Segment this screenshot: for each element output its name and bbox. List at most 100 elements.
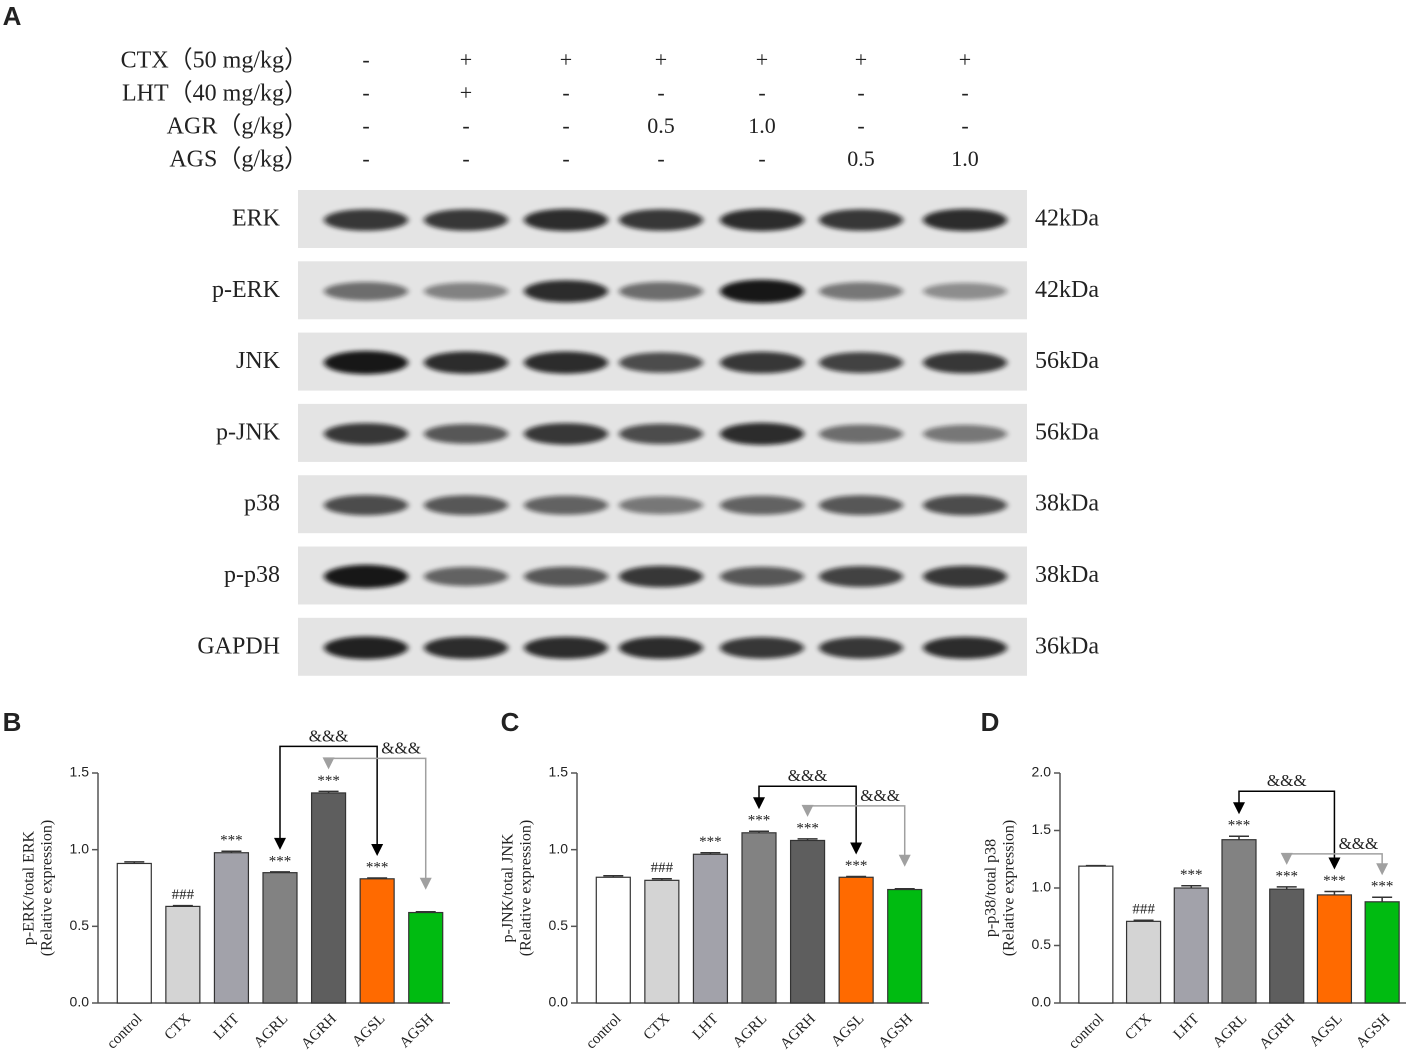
treatment-value: + — [460, 80, 472, 105]
y-tick-label: 0.0 — [1032, 994, 1052, 1010]
error-bar — [700, 851, 721, 855]
error-bar — [172, 904, 193, 907]
size-label: 38kDa — [1035, 562, 1099, 588]
blot-band — [424, 566, 508, 587]
significance-mark: *** — [845, 858, 868, 874]
size-label: 42kDa — [1035, 277, 1099, 303]
blot-band — [524, 351, 608, 374]
significance-mark: ### — [651, 860, 674, 876]
blot-band — [819, 282, 903, 301]
blot-band — [923, 495, 1007, 516]
y-tick-label: 1.0 — [70, 840, 90, 856]
treatment-value: - — [961, 80, 968, 105]
blot-band — [524, 495, 608, 515]
blot-band — [720, 422, 804, 445]
comparison-arrow — [371, 844, 384, 857]
treatment-value: 1.0 — [748, 113, 776, 138]
blot-band — [619, 209, 703, 231]
comparison-bracket — [758, 785, 857, 845]
treatment-value: 0.5 — [647, 113, 675, 138]
x-tick-label: AGSH — [1353, 1011, 1393, 1051]
treatment-label: LHT（40 mg/kg） — [122, 81, 308, 107]
bar — [262, 872, 298, 1004]
blot-band — [524, 208, 608, 232]
bar — [1173, 887, 1209, 1004]
comparison-label: &&& — [788, 766, 828, 785]
blot-band — [524, 566, 608, 587]
y-tick-label: 0.0 — [70, 994, 90, 1010]
significance-mark: *** — [220, 833, 243, 849]
blot-band — [923, 565, 1007, 588]
size-label: 56kDa — [1035, 419, 1099, 445]
treatment-value: + — [655, 47, 667, 72]
y-axis-label: p-ERK/total ERK — [21, 830, 38, 945]
error-bar — [1372, 896, 1393, 902]
error-bar — [318, 790, 339, 793]
bar — [213, 852, 250, 1004]
error-bar — [603, 874, 624, 878]
blot-band — [324, 495, 408, 516]
x-tick-label: LHT — [211, 1011, 243, 1043]
y-tick-label: 1.5 — [549, 764, 569, 780]
bar — [165, 905, 201, 1004]
bar — [887, 888, 923, 1004]
blot-band — [324, 209, 408, 231]
x-tick-label: AGSL — [828, 1011, 867, 1050]
blot-band — [819, 352, 903, 374]
y-axis-label-sub: (Relative expression) — [1001, 820, 1018, 956]
treatment-value: - — [362, 47, 369, 72]
significance-mark: ### — [172, 887, 195, 903]
treatment-label: CTX（50 mg/kg） — [121, 48, 308, 74]
treatment-value: - — [758, 80, 765, 105]
error-bar — [124, 861, 145, 864]
comparison-arrow — [850, 842, 863, 855]
blot-band — [424, 424, 508, 444]
treatment-label: AGS（g/kg） — [169, 147, 308, 173]
blot-band — [424, 282, 508, 300]
error-bar — [1229, 835, 1249, 840]
significance-mark: *** — [699, 834, 722, 850]
bar — [789, 839, 826, 1004]
error-bar — [1324, 890, 1345, 895]
blot-band — [923, 424, 1007, 443]
blot-band — [923, 351, 1007, 374]
x-tick-label: AGRL — [730, 1011, 770, 1051]
x-tick-label: AGSH — [876, 1011, 916, 1051]
y-axis-label: p-JNK/total JNK — [500, 833, 517, 942]
treatment-value: - — [562, 80, 569, 105]
treatment-value: - — [961, 113, 968, 138]
bar — [116, 862, 152, 1004]
error-bar — [1276, 886, 1297, 890]
treatment-value: + — [460, 47, 472, 72]
blot-band — [424, 495, 508, 516]
significance-mark: *** — [748, 813, 771, 829]
x-tick-label: AGRL — [251, 1011, 291, 1051]
treatment-value: - — [462, 146, 469, 171]
blot-band — [424, 636, 508, 659]
x-tick-label: control — [1066, 1011, 1107, 1052]
y-tick-label: 1.5 — [70, 764, 90, 780]
protein-label: p-p38 — [224, 562, 280, 588]
blot-band — [923, 282, 1007, 300]
significance-mark: *** — [1275, 868, 1298, 884]
comparison-arrow — [1233, 802, 1245, 815]
x-tick-label: AGRH — [777, 1011, 818, 1052]
blot-band — [819, 637, 903, 659]
treatment-value: - — [562, 113, 569, 138]
error-bar — [651, 878, 672, 881]
treatment-value: + — [855, 47, 867, 72]
comparison-bracket — [1238, 790, 1336, 860]
significance-mark: ### — [1132, 902, 1155, 918]
treatment-value: - — [362, 113, 369, 138]
comparison-arrow — [898, 854, 911, 867]
blot-band — [619, 282, 703, 301]
treatment-value: - — [857, 80, 864, 105]
comparison-label: &&& — [1339, 834, 1379, 853]
comparison-bracket — [279, 745, 378, 847]
blot-band — [619, 352, 703, 373]
significance-mark: *** — [1180, 867, 1203, 883]
x-tick-label: CTX — [1122, 1011, 1155, 1044]
panel-label: A — [3, 1, 22, 31]
significance-mark: *** — [269, 853, 292, 869]
